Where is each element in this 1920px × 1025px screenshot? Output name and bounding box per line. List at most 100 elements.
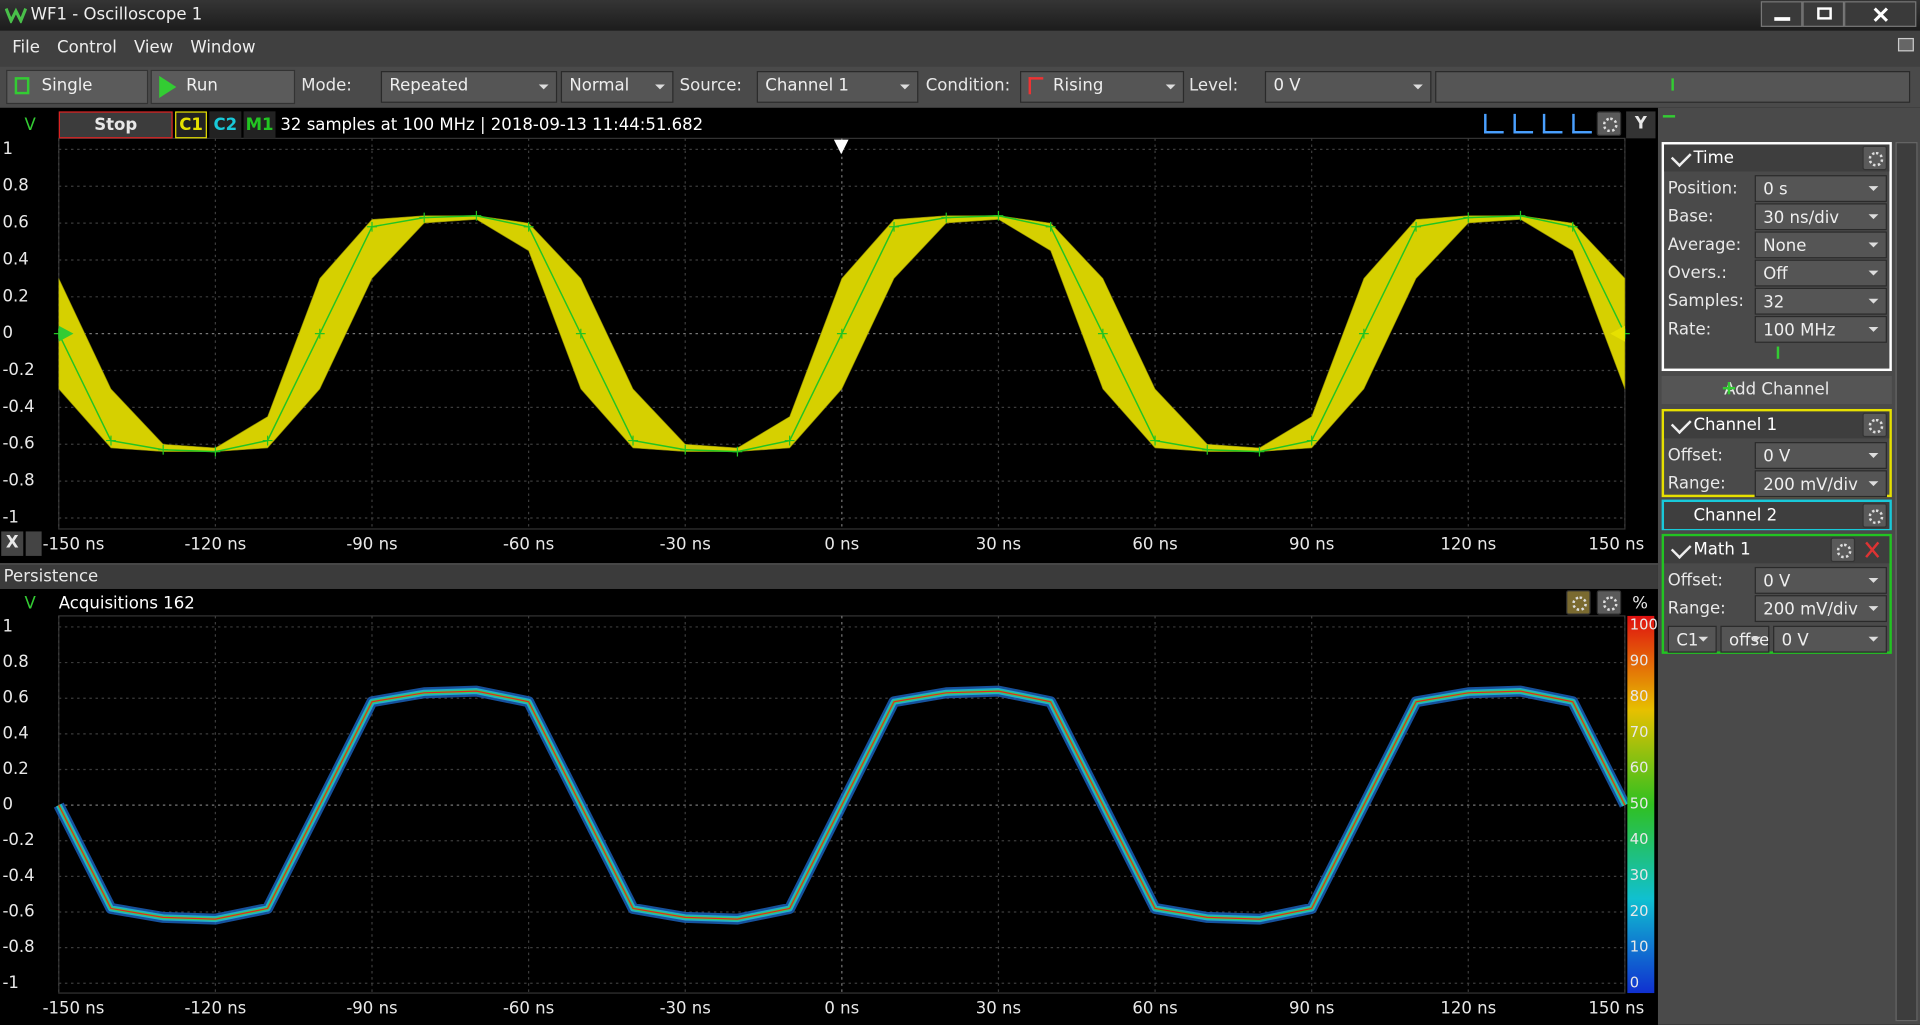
clear-button[interactable] bbox=[1566, 590, 1591, 615]
scale-tick-label: 70 bbox=[1630, 724, 1649, 741]
scale-tick-label: 60 bbox=[1630, 760, 1649, 777]
section-settings[interactable] bbox=[1862, 503, 1887, 528]
y-unit: V bbox=[24, 115, 36, 135]
persistence-settings[interactable] bbox=[1596, 590, 1622, 615]
channel2-box: Channel 2 bbox=[1661, 499, 1892, 531]
x-tick-label: 150 ns bbox=[1588, 534, 1644, 553]
y-tick-label: 0 bbox=[2, 795, 13, 814]
menu-item[interactable]: Window bbox=[190, 37, 256, 58]
mode2-dropdown[interactable]: Normal bbox=[560, 71, 674, 103]
setting-value[interactable]: None bbox=[1754, 231, 1887, 259]
window-title: WF1 - Oscilloscope 1 bbox=[30, 4, 203, 25]
y-tick-label: 0.4 bbox=[2, 249, 28, 268]
level-bar[interactable] bbox=[1435, 71, 1911, 103]
math1-sample bbox=[106, 435, 116, 446]
plot-tool[interactable] bbox=[1484, 113, 1504, 134]
x-tick-label: -120 ns bbox=[184, 998, 246, 1017]
x-button[interactable]: X bbox=[1, 531, 24, 556]
setting-label: Offset: bbox=[1667, 445, 1723, 466]
math1-sample bbox=[993, 210, 1004, 221]
rising-icon bbox=[1028, 77, 1044, 95]
y-tick-label: 0.8 bbox=[2, 652, 28, 671]
y-tick-label: -1 bbox=[2, 973, 18, 992]
setting-value[interactable]: 200 mV/div bbox=[1754, 470, 1887, 498]
math1-sample bbox=[314, 328, 325, 339]
setting-value[interactable]: 0 V bbox=[1754, 442, 1887, 469]
mode-label: Mode: bbox=[301, 75, 352, 96]
x-menu[interactable] bbox=[25, 531, 42, 556]
run-button[interactable]: Run bbox=[150, 69, 296, 105]
close-button[interactable] bbox=[1844, 1, 1917, 27]
math1-sample bbox=[1411, 221, 1421, 232]
plot-tool[interactable] bbox=[1542, 113, 1563, 134]
scale-unit: % bbox=[1632, 593, 1648, 614]
math1-box: Math 1 Offset: 0 V Range: 200 mV/div C1 offse 0… bbox=[1661, 533, 1892, 654]
channel-toggle[interactable]: M1 bbox=[243, 111, 276, 139]
x-tick-label: 60 ns bbox=[1132, 534, 1177, 553]
setting-value[interactable]: 32 bbox=[1754, 287, 1887, 315]
section-settings[interactable] bbox=[1862, 412, 1887, 438]
plot-tool[interactable] bbox=[1513, 113, 1534, 134]
setting-value[interactable]: 0 V bbox=[1754, 566, 1887, 594]
math1-sample bbox=[1202, 444, 1213, 455]
scrollbar[interactable] bbox=[1895, 142, 1918, 1022]
add-channel-button[interactable]: Add Channel bbox=[1661, 375, 1892, 405]
menu-item[interactable]: View bbox=[133, 37, 174, 58]
setting-value[interactable]: 30 ns/div bbox=[1754, 203, 1887, 231]
channel-toggle[interactable]: C2 bbox=[209, 111, 242, 139]
math-source[interactable]: C1 bbox=[1667, 625, 1717, 653]
source-dropdown[interactable]: Channel 1 bbox=[756, 71, 919, 103]
scale-tick-label: 30 bbox=[1630, 867, 1649, 884]
plus-icon bbox=[1722, 382, 1736, 395]
run-icon bbox=[159, 75, 177, 98]
x-tick-label: 0 ns bbox=[824, 998, 859, 1017]
setting-value[interactable]: 100 MHz bbox=[1754, 315, 1887, 343]
setting-value[interactable]: 0 s bbox=[1754, 175, 1887, 203]
single-button[interactable]: Single bbox=[6, 69, 149, 105]
minimize-button[interactable] bbox=[1760, 1, 1803, 27]
math1-sample bbox=[471, 210, 482, 221]
section-settings[interactable] bbox=[1862, 145, 1887, 171]
level-field[interactable]: 0 V bbox=[1264, 71, 1432, 103]
menu-bar: File Control View Window bbox=[0, 30, 1920, 67]
plot-tool[interactable] bbox=[1572, 113, 1592, 134]
setting-value[interactable]: 200 mV/div bbox=[1754, 595, 1887, 623]
math1-sample bbox=[836, 328, 847, 339]
x-tick-label: 30 ns bbox=[976, 998, 1021, 1017]
channel-toggle[interactable]: C1 bbox=[175, 111, 207, 139]
maximize-button[interactable] bbox=[1802, 1, 1845, 27]
condition-dropdown[interactable]: Rising bbox=[1020, 71, 1185, 103]
math1-sample bbox=[1515, 210, 1526, 221]
math1-sample bbox=[262, 435, 273, 446]
x-tick-label: -60 ns bbox=[503, 998, 554, 1017]
scale-tick-label: 40 bbox=[1630, 831, 1649, 848]
menu-item[interactable]: File bbox=[12, 37, 40, 58]
x-tick-label: 90 ns bbox=[1289, 998, 1334, 1017]
math1-sample bbox=[367, 221, 377, 232]
y-tick-label: 0 bbox=[2, 323, 13, 342]
trigger-level-marker bbox=[1610, 325, 1625, 342]
math-operation[interactable]: offse bbox=[1720, 625, 1770, 653]
setting-label: Rate: bbox=[1667, 319, 1712, 340]
mode-dropdown[interactable]: Repeated bbox=[380, 71, 558, 103]
settings-panel: Time Position: 0 s Base: 30 ns/div Average: No… bbox=[1657, 107, 1920, 1025]
math-value[interactable]: 0 V bbox=[1773, 625, 1887, 653]
section-settings[interactable] bbox=[1830, 537, 1856, 563]
y-button[interactable]: Y bbox=[1626, 111, 1656, 139]
math1-sample bbox=[523, 221, 534, 232]
stop-button[interactable]: Stop bbox=[58, 111, 173, 139]
remove-math[interactable] bbox=[1860, 539, 1884, 561]
setting-value[interactable]: Off bbox=[1754, 259, 1887, 287]
menu-item[interactable]: Control bbox=[57, 37, 117, 58]
y-tick-label: 0.2 bbox=[2, 759, 28, 778]
section-header bbox=[1664, 502, 1890, 529]
persistence-title: Persistence bbox=[3, 566, 99, 587]
y-tick-label: -0.8 bbox=[2, 937, 34, 956]
y-tick-label: 0.6 bbox=[2, 213, 28, 232]
plot-settings[interactable] bbox=[1596, 111, 1622, 136]
math1-sample bbox=[1150, 435, 1160, 446]
x-tick-label: 120 ns bbox=[1440, 534, 1496, 553]
setting-label: Range: bbox=[1667, 598, 1726, 619]
restore-icon bbox=[1897, 37, 1914, 52]
